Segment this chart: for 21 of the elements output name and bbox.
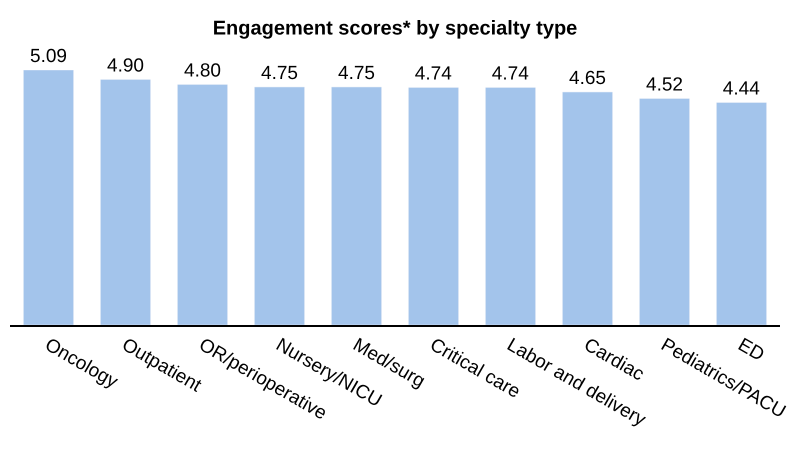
bar: [562, 92, 613, 325]
bar: [331, 86, 382, 325]
data-label: 4.74: [414, 64, 452, 85]
data-label: 4.44: [722, 78, 760, 100]
bar: [23, 70, 74, 325]
data-label: 5.09: [30, 46, 67, 67]
bar: [716, 102, 767, 325]
bar: [177, 84, 228, 325]
bar: [254, 86, 305, 325]
data-label: 4.75: [338, 63, 375, 84]
chart-title: Engagement scores* by specialty type: [212, 18, 578, 40]
data-label: 4.65: [569, 68, 606, 90]
data-label: 4.74: [492, 64, 530, 85]
data-label: 4.75: [261, 63, 298, 84]
bar: [408, 87, 459, 325]
bar: [100, 79, 151, 325]
data-label: 4.90: [107, 56, 144, 77]
data-label: 4.52: [646, 74, 683, 96]
data-label: 4.80: [184, 60, 221, 82]
bar: [485, 87, 536, 325]
bar: [639, 98, 690, 325]
